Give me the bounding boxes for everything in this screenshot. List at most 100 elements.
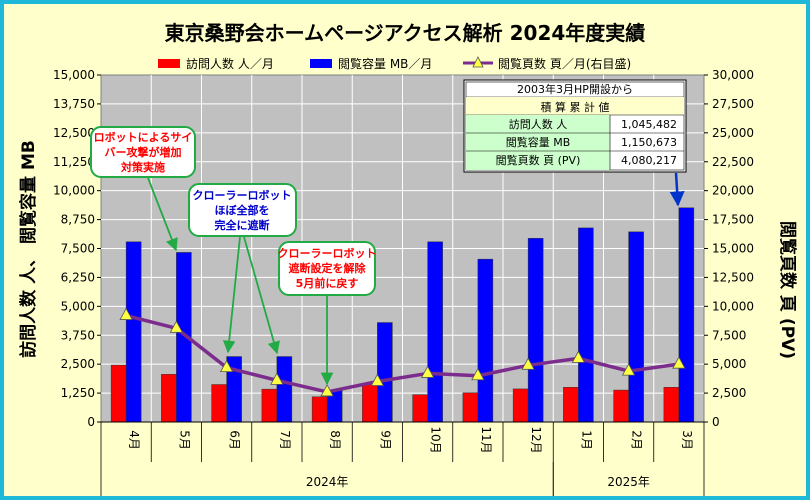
legend-swatch-volume [310,59,332,68]
x-tick-label: 3月 [680,430,694,450]
bar-volume [628,231,644,423]
bar-visitors [161,374,177,423]
pageviews-marker [370,373,385,386]
callout-arrow [147,177,178,252]
right-tick-label: 20,000 [712,184,754,198]
bar-visitors [512,388,529,423]
left-tick-label: 6,250 [61,270,95,284]
x-tick-label: 5月 [177,430,191,450]
summary-row-value: 1,150,673 [621,136,677,149]
pageviews-marker [219,359,234,373]
bar-visitors [311,396,328,423]
left-tick-label: 11,250 [53,155,95,169]
pageviews-marker [521,357,535,370]
x-tick-label: 11月 [479,426,493,453]
callout-line: クローラーロボット [278,246,377,260]
bar-volume [427,241,443,423]
right-tick-label: 0 [712,415,720,429]
x-axis: 4月 5月 6月 7月 8月 9月 10月 11月 12月 1月 2月 3月 2024年 2025年 [100,421,705,496]
x-tick-label: 4月 [127,430,141,450]
summary-row-value: 4,080,217 [621,154,677,167]
left-tick-label: 0 [87,415,95,429]
right-tick-label: 5,000 [712,357,746,371]
legend-marker-pageviews [472,56,484,68]
pageviews-marker [471,367,485,381]
pageviews-marker [169,320,184,333]
callout-line: 対策実施 [120,160,165,174]
left-tick-label: 8,750 [61,213,95,227]
right-tick-label: 15,000 [712,242,754,256]
callout-line: ロボットによるサイ [94,130,193,144]
bar-volume [276,356,293,423]
left-tick-label: 2,500 [61,357,95,371]
left-tick-label: 7,500 [61,242,95,256]
bar-volume [377,322,393,423]
right-tick-label: 12,500 [712,270,754,284]
x-tick-label: 9月 [378,430,392,450]
x-tick-label: 12月 [529,426,543,453]
bar-visitors [563,387,579,423]
year-label: 2024年 [306,475,349,489]
pageviews-line-path [125,313,680,394]
callout-line: 5月前に戻す [296,276,359,290]
bar-visitors [462,392,479,423]
right-axis-label: 閲覧頁数 頁 (PV) [777,221,798,359]
legend-label-pageviews: 閲覧頁数 頁／月(右目盛) [498,56,631,71]
left-tick-label: 3,750 [61,328,95,342]
bar-visitors [261,388,278,423]
bar-visitors [412,394,428,423]
bar-volume [477,258,494,423]
bar-volume [678,207,695,423]
right-axis-ticks: 0 2,500 5,000 7,500 10,000 12,500 15,000 17,500… [704,68,754,429]
legend: 訪問人数 人／月 閲覧容量 MB／月 閲覧頁数 頁／月(右目盛) [158,56,631,71]
callout-line: ほぼ全部を [215,203,270,217]
right-tick-label: 2,500 [712,386,746,400]
pageviews-marker [672,356,686,369]
pageviews-marker [320,384,334,397]
summary-row-label: 訪問人数 人 [509,117,568,131]
callout-arrow [243,236,280,355]
right-tick-label: 30,000 [712,68,754,82]
callout-crawler-block: クローラーロボット ほぼ全部を 完全に遮断 [188,183,297,237]
right-tick-label: 7,500 [712,328,746,342]
left-tick-label: 5,000 [61,299,95,313]
callout-line: 遮断設定を解除 [289,261,367,275]
pageviews-marker [420,365,435,378]
x-tick-label: 8月 [328,430,342,450]
pageviews-marker [270,372,284,385]
summary-row-value: 1,045,482 [621,118,677,131]
right-tick-label: 17,500 [712,213,754,227]
left-tick-label: 13,750 [53,97,95,111]
left-tick-label: 12,500 [53,126,95,140]
legend-swatch-visitors [158,59,180,68]
bar-volume [125,241,142,423]
summary-row-label: 閲覧頁数 頁 (PV) [496,153,581,167]
left-tick-label: 15,000 [53,68,95,82]
year-label: 2025年 [607,475,650,489]
bar-visitors [613,389,629,423]
x-tick-label: 6月 [228,430,242,450]
bar-visitors [663,387,680,423]
left-tick-label: 10,000 [53,184,95,198]
summary-subheading: 積 算 累 計 値 [541,100,610,114]
pageviews-marker [119,307,133,320]
right-tick-label: 27,500 [712,97,754,111]
right-tick-label: 25,000 [712,126,754,140]
x-tick-label: 10月 [429,426,443,453]
bar-visitors [211,384,227,423]
right-tick-label: 22,500 [712,155,754,169]
legend-label-volume: 閲覧容量 MB／月 [338,56,432,71]
legend-label-visitors: 訪問人数 人／月 [186,56,274,71]
pageviews-marker [571,350,586,363]
callout-arrow [669,172,685,207]
left-axis-label: 訪問人数 人、 閲覧容量 MB [18,140,39,358]
left-tick-label: 1,250 [61,386,95,400]
x-tick-label: 1月 [579,430,593,450]
x-tick-label: 2月 [630,430,644,450]
callout-line: バー攻撃が増加 [105,145,182,159]
bar-visitors [110,364,127,423]
chart-title: 東京桑野会ホームページアクセス解析 2024年度実績 [165,21,646,45]
x-tick-label: 7月 [278,430,292,450]
bar-visitors [362,384,378,423]
